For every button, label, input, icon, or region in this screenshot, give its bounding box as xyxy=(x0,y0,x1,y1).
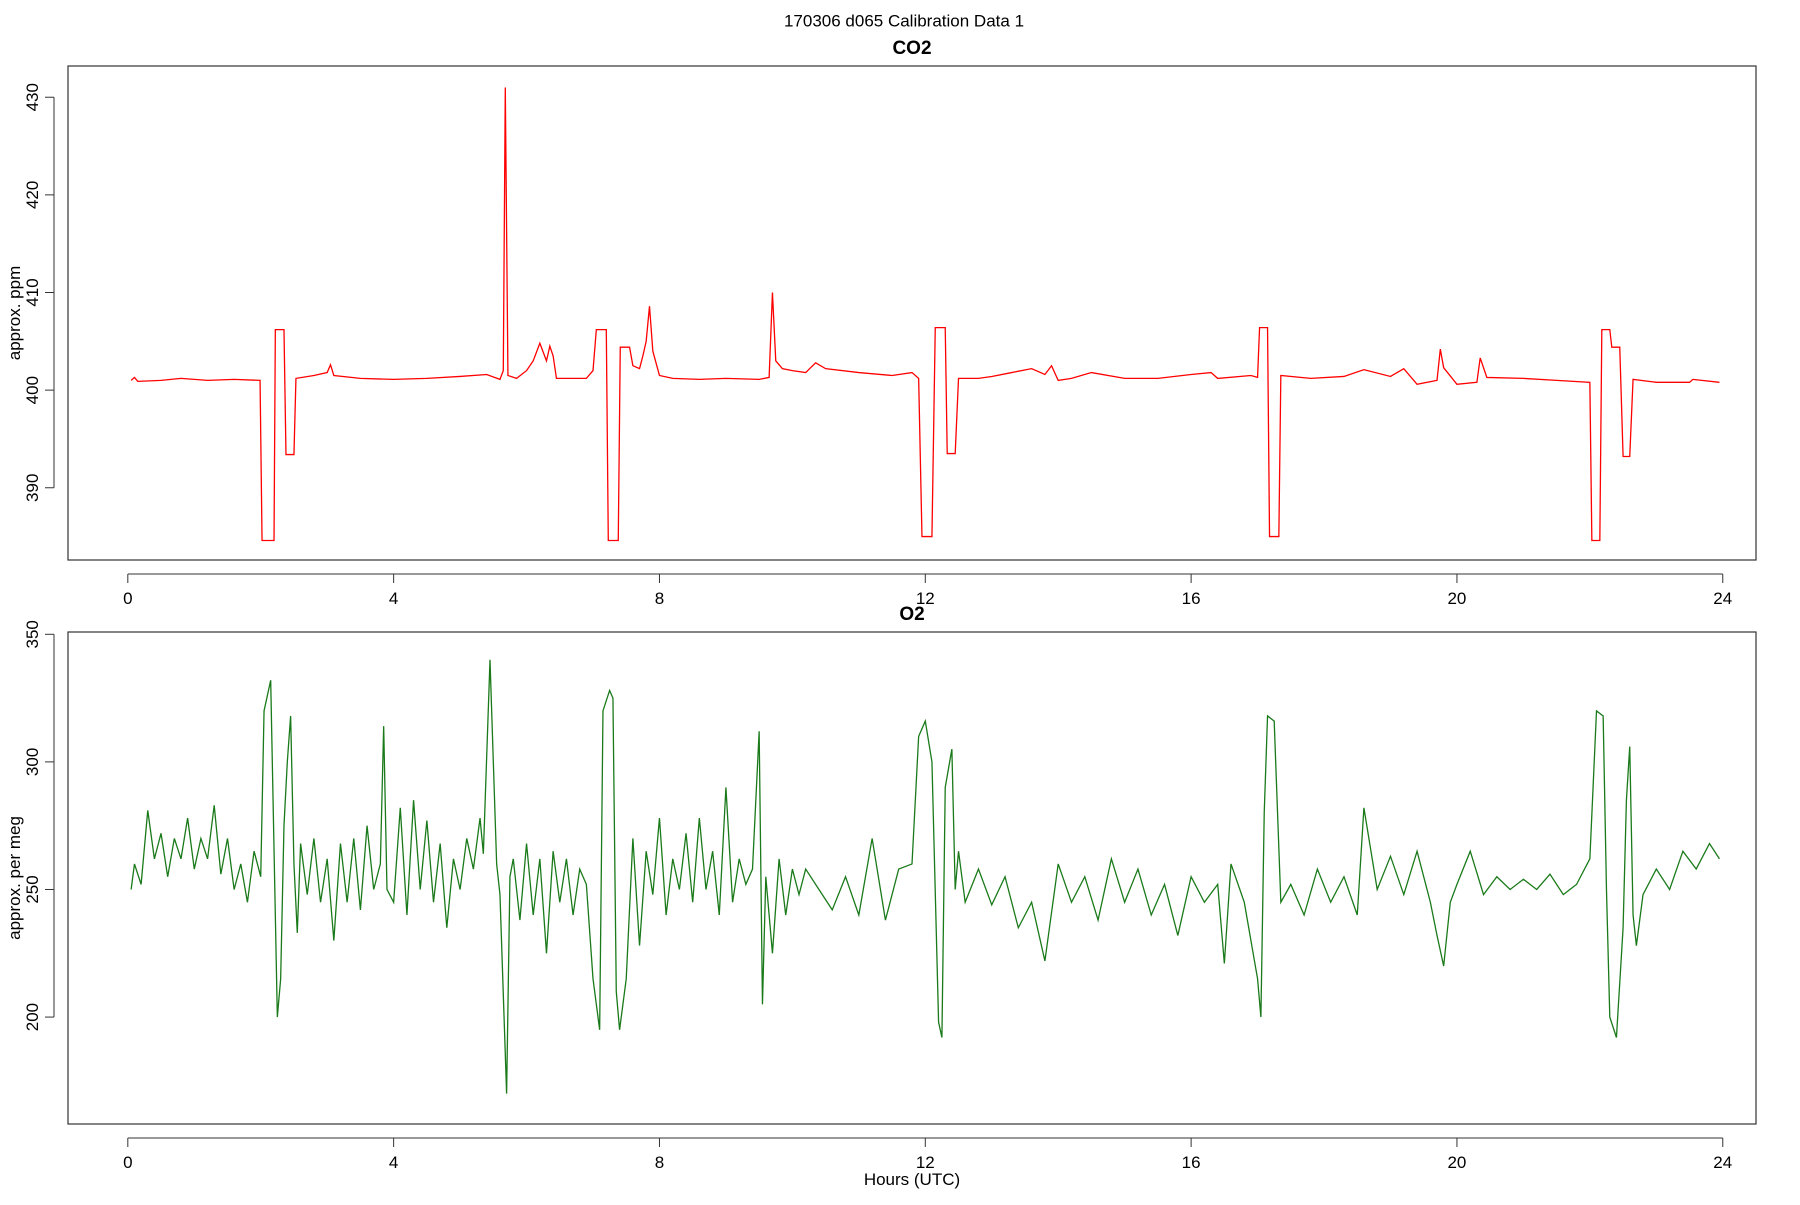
x-tick-label: 16 xyxy=(1182,1153,1201,1172)
y-tick-label: 390 xyxy=(23,474,42,502)
x-tick-label: 20 xyxy=(1447,1153,1466,1172)
plot-frame xyxy=(67,631,1757,1125)
panel-title: CO2 xyxy=(892,38,931,59)
y-axis-title: approx. per meg xyxy=(5,816,24,940)
y-tick-label: 400 xyxy=(23,376,42,404)
x-tick-label: 24 xyxy=(1713,1153,1732,1172)
y-axis-title: approx. ppm xyxy=(5,266,24,361)
y-tick-label: 430 xyxy=(23,83,42,111)
x-tick-label: 8 xyxy=(655,589,664,608)
panel-title: O2 xyxy=(899,604,924,625)
y-tick-label: 200 xyxy=(23,1003,42,1031)
data-line xyxy=(130,659,1720,1094)
x-tick-label: 12 xyxy=(916,589,935,608)
x-tick-label: 4 xyxy=(389,589,398,608)
x-axis-title: Hours (UTC) xyxy=(864,1170,960,1189)
x-tick-label: 0 xyxy=(123,1153,132,1172)
data-line xyxy=(130,87,1720,542)
x-tick-label: 12 xyxy=(916,1153,935,1172)
x-tick-label: 8 xyxy=(655,1153,664,1172)
y-tick-label: 350 xyxy=(23,620,42,648)
figure-title: 170306 d065 Calibration Data 1 xyxy=(784,11,1024,30)
plot-frame xyxy=(67,65,1757,561)
x-tick-label: 24 xyxy=(1713,589,1732,608)
x-tick-label: 0 xyxy=(123,589,132,608)
y-tick-label: 410 xyxy=(23,278,42,306)
y-tick-label: 300 xyxy=(23,748,42,776)
y-tick-label: 420 xyxy=(23,181,42,209)
x-tick-label: 20 xyxy=(1447,589,1466,608)
x-tick-label: 16 xyxy=(1182,589,1201,608)
x-tick-label: 4 xyxy=(389,1153,398,1172)
y-tick-label: 250 xyxy=(23,875,42,903)
